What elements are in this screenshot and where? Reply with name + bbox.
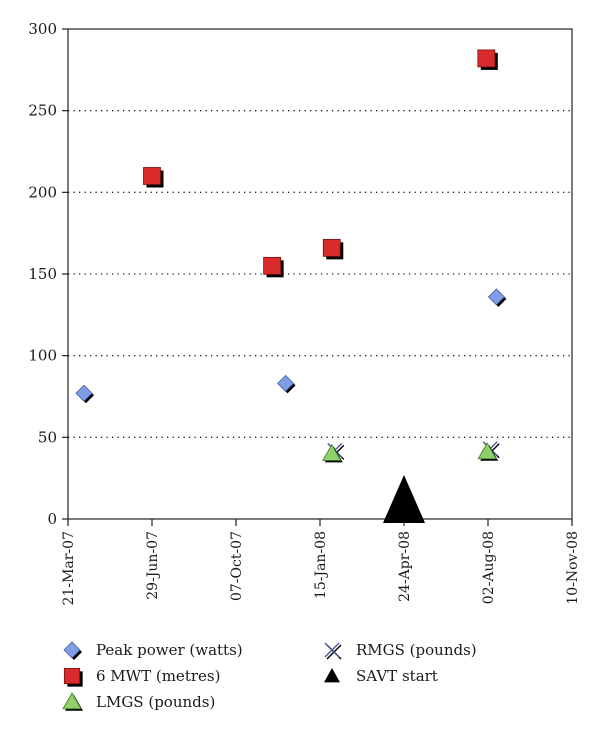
x-tick-label: 21-Mar-07 xyxy=(61,531,77,605)
x-tick-label: 02-Aug-08 xyxy=(481,531,497,604)
legend-marker xyxy=(324,668,340,683)
legend-label: LMGS (pounds) xyxy=(96,693,216,711)
6-mwt-metres-point-1 xyxy=(143,167,164,188)
y-tick-label: 100 xyxy=(28,347,57,365)
legend: Peak power (watts) 6 MWT (metres) LMGS (po… xyxy=(0,632,600,732)
y-tick-label: 50 xyxy=(38,428,57,446)
legend-marker xyxy=(63,667,83,687)
x-tick-label: 24-Apr-08 xyxy=(397,531,413,602)
6-mwt-metres-point-2 xyxy=(263,256,284,278)
legend-swatch xyxy=(324,642,342,660)
6-mwt-metres-point-3 xyxy=(322,238,344,260)
savt-start-point-1 xyxy=(383,475,425,523)
y-tick-label: 150 xyxy=(28,265,57,283)
6-mwt-metres-point-4 xyxy=(477,49,498,70)
data-points xyxy=(75,49,507,523)
y-tick-label: 300 xyxy=(28,20,57,38)
legend-label: SAVT start xyxy=(356,667,438,685)
legend-marker xyxy=(63,641,82,660)
tick-labels: 0 50 100 150 200 250 300 21-Mar-07 29-Jun-07 07-O… xyxy=(28,20,581,605)
legend-label: Peak power (watts) xyxy=(96,641,243,659)
peak-power-watts-point-3 xyxy=(487,288,507,307)
legend-swatch xyxy=(63,641,82,660)
x-tick-label: 07-Oct-07 xyxy=(229,531,245,601)
lmgs-pounds-point-1 xyxy=(322,443,343,463)
legend-item: Peak power (watts) xyxy=(62,638,243,662)
legend-label: 6 MWT (metres) xyxy=(96,667,221,685)
axes xyxy=(62,28,573,526)
y-tick-label: 250 xyxy=(28,102,57,120)
plot-frame xyxy=(67,28,573,520)
x-tick-label: 10-Nov-08 xyxy=(565,531,581,605)
legend-label: RMGS (pounds) xyxy=(356,641,477,659)
legend-marker xyxy=(62,692,83,711)
legend-item: RMGS (pounds) xyxy=(322,638,477,662)
lmgs-pounds-point-2 xyxy=(477,442,499,461)
legend-swatch xyxy=(62,692,83,711)
x-tick-label: 29-Jun-07 xyxy=(145,531,161,600)
y-tick-label: 200 xyxy=(28,183,57,201)
legend-swatch xyxy=(63,667,83,687)
legend-swatch xyxy=(324,668,340,683)
legend-marker xyxy=(324,642,342,660)
x-tick-label: 15-Jan-08 xyxy=(313,531,329,599)
legend-item: SAVT start xyxy=(322,664,438,688)
y-tick-label: 0 xyxy=(47,510,57,528)
peak-power-watts-point-1 xyxy=(75,384,94,404)
gridlines xyxy=(68,110,572,438)
legend-item: LMGS (pounds) xyxy=(62,690,215,714)
scatter-chart: 0 50 100 150 200 250 300 21-Mar-07 29-Jun-07 07-O… xyxy=(28,20,581,605)
legend-item: 6 MWT (metres) xyxy=(62,664,220,688)
peak-power-watts-point-2 xyxy=(277,374,296,394)
